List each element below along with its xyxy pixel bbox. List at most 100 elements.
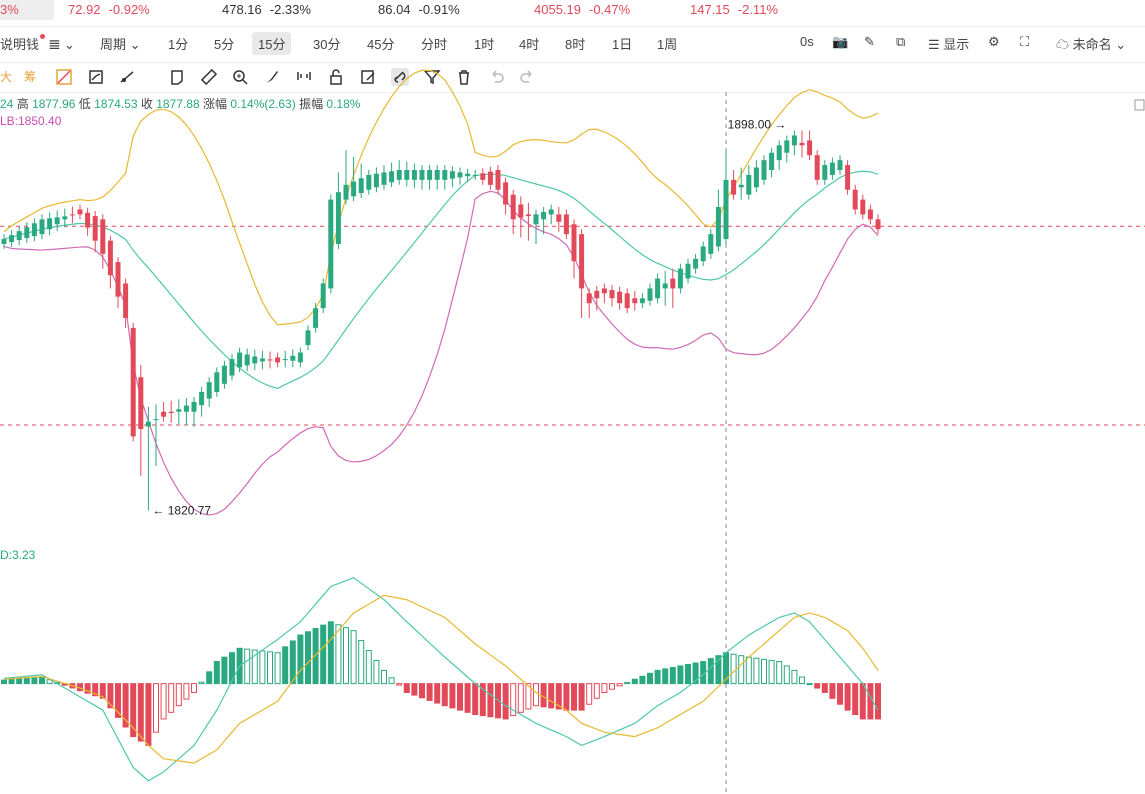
interval-4h[interactable]: 4时 — [519, 37, 540, 52]
measure-icon[interactable] — [55, 68, 73, 86]
camera-icon[interactable]: 📷 — [832, 34, 849, 49]
macd-histogram-bar — [457, 683, 463, 711]
candle-body — [1, 239, 7, 244]
undo-icon[interactable] — [487, 68, 505, 86]
candle-body — [639, 298, 645, 304]
candle-body — [85, 212, 91, 228]
interval-45m[interactable]: 45分 — [367, 37, 395, 52]
draw-tool-big[interactable]: 大 — [0, 70, 13, 84]
candle-body — [586, 293, 592, 304]
candle-body — [670, 278, 676, 289]
candle-body — [571, 224, 577, 262]
list-icon: ☰ — [928, 37, 940, 52]
link-icon[interactable] — [391, 68, 409, 86]
ruler-icon[interactable] — [200, 68, 218, 86]
symbol-selector[interactable]: 说明钱 𝌆 ⌄ — [0, 34, 75, 53]
redo-icon[interactable] — [519, 68, 537, 86]
magnet-icon[interactable] — [295, 68, 313, 86]
lock-icon[interactable] — [327, 68, 345, 86]
settings-icon[interactable]: ⚙ — [988, 34, 1000, 49]
ticker-item[interactable]: 72.92 -0.92% — [68, 2, 150, 17]
layout-save-menu[interactable]: ☁ 未命名 ⌄ — [1056, 34, 1126, 53]
candle-body — [351, 181, 357, 197]
interval-15m[interactable]: 15分 — [252, 32, 292, 55]
ohlc-open: 24 — [0, 97, 14, 111]
ticker-bar: 3% 72.92 -0.92% 478.16 -2.33% 86.04 -0.91% … — [0, 0, 1145, 27]
candle-body — [525, 214, 531, 217]
macd-histogram-bar — [571, 683, 577, 711]
pane-toggle-icon[interactable] — [1134, 99, 1145, 111]
macd-histogram-bar — [54, 681, 61, 685]
candle-body — [510, 194, 516, 220]
candle-body — [92, 216, 98, 241]
macd-histogram-bar — [343, 627, 349, 685]
interval-1w[interactable]: 1周 — [657, 37, 678, 52]
interval-1h[interactable]: 1时 — [474, 37, 495, 52]
candle-body — [47, 218, 53, 230]
ticker-item[interactable]: 478.16 -2.33% — [222, 2, 311, 17]
macd-histogram-bar — [495, 683, 501, 719]
macd-histogram-bar — [153, 683, 159, 733]
interval-5m[interactable]: 5分 — [214, 37, 235, 52]
candle-body — [244, 354, 250, 366]
ticker-change: -2.11% — [737, 2, 778, 17]
candle-body — [776, 145, 782, 161]
fullscreen-icon[interactable]: ⛶ — [1020, 34, 1030, 49]
brush-icon[interactable] — [263, 68, 281, 86]
interval-8h[interactable]: 8时 — [565, 37, 586, 52]
macd-histogram-bar — [806, 683, 813, 686]
macd-histogram-bar — [715, 655, 722, 685]
candle-body — [609, 290, 615, 299]
candle-body — [275, 357, 281, 363]
macd-histogram-bar — [723, 652, 729, 685]
candle-body — [54, 217, 60, 225]
zoom-in-icon[interactable] — [231, 68, 249, 86]
macd-histogram-bar — [327, 621, 334, 685]
zero-seconds-button[interactable]: 0s — [800, 34, 814, 49]
period-dropdown[interactable]: 周期 ⌄ — [100, 34, 141, 53]
candle-body — [145, 421, 151, 427]
macd-histogram-bar — [867, 683, 874, 720]
low-mark-label: ← 1820.77 — [152, 503, 211, 517]
pen-icon[interactable]: ✎ — [864, 34, 875, 49]
candle-body — [784, 140, 790, 153]
low-label: 低 — [78, 97, 91, 111]
ticker-item[interactable]: 86.04 -0.91% — [378, 2, 460, 17]
macd-indicator-label: D:3.23 — [0, 548, 36, 562]
interval-timeshare[interactable]: 分时 — [421, 37, 448, 52]
display-menu[interactable]: ☰ 显示 — [928, 34, 969, 53]
macd-histogram-bar — [586, 683, 593, 705]
macd-histogram-bar — [502, 683, 509, 720]
macd-histogram-bar — [783, 665, 790, 685]
ticker-item[interactable]: 4055.19 -0.47% — [534, 2, 630, 17]
edit-doc-icon[interactable] — [359, 68, 377, 86]
chart-toolbar: 说明钱 𝌆 ⌄ 周期 ⌄ 1分 5分 15分 30分 45分 分时 1时 4时 … — [0, 26, 1145, 63]
ticker-price: 4055.19 — [534, 2, 581, 17]
ticker-item-partial[interactable]: 3% — [0, 0, 54, 20]
candle-body — [685, 263, 691, 279]
macd-histogram-bar — [601, 683, 608, 693]
macd-histogram-bar — [39, 676, 45, 685]
new-window-icon[interactable]: ⧉ — [896, 34, 906, 49]
note-icon[interactable] — [168, 68, 186, 86]
draw-tool-chips[interactable]: 筹 — [24, 70, 37, 84]
macd-histogram-bar — [540, 683, 547, 708]
ticker-price: 478.16 — [222, 2, 262, 17]
macd-histogram-bar — [776, 661, 783, 685]
macd-histogram-bar — [859, 683, 866, 720]
line-tool-icon[interactable] — [118, 68, 136, 86]
close-label: 收 — [140, 97, 153, 111]
trend-box-icon[interactable] — [87, 68, 105, 86]
candle-body — [518, 204, 524, 218]
interval-1d[interactable]: 1日 — [612, 37, 633, 52]
ticker-item[interactable]: 147.15 -2.11% — [690, 2, 778, 17]
interval-30m[interactable]: 30分 — [313, 37, 341, 52]
candle-body — [221, 365, 227, 384]
filter-icon[interactable] — [423, 68, 441, 86]
chevron-down-icon: ⌄ — [63, 37, 75, 52]
trash-icon[interactable] — [455, 68, 473, 86]
interval-1m[interactable]: 1分 — [168, 37, 189, 52]
macd-histogram-bar — [31, 677, 38, 685]
ticker-partial-text: 3% — [0, 2, 19, 17]
